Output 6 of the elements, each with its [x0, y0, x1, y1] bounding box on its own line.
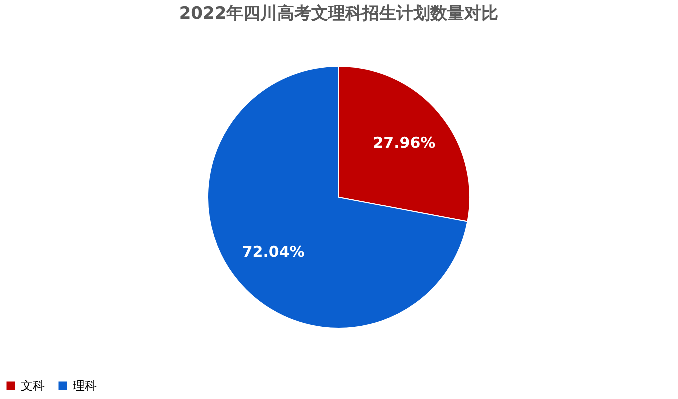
data-label: 72.04%: [242, 242, 305, 261]
pie-slice: [208, 66, 468, 329]
legend-label: 理科: [73, 379, 97, 393]
data-label: 27.96%: [373, 134, 436, 152]
chart-title: 2022年四川高考文理科招生计划数量对比: [179, 4, 499, 24]
legend-label: 文科: [21, 379, 45, 393]
